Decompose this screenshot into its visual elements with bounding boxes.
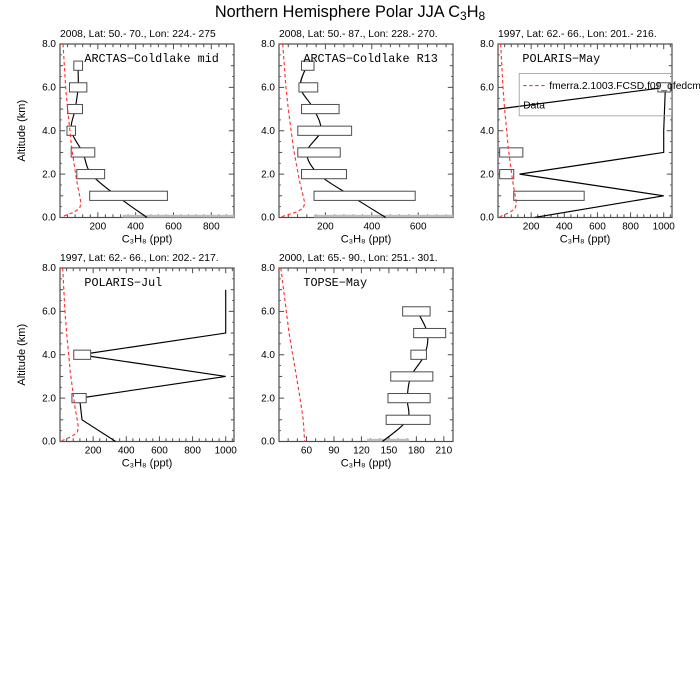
svg-text:0.0: 0.0 [42,436,56,447]
svg-text:8.0: 8.0 [480,39,494,50]
svg-text:2.0: 2.0 [261,393,275,404]
svg-text:90: 90 [328,445,340,456]
svg-text:600: 600 [165,222,182,233]
svg-text:1000: 1000 [652,222,675,233]
svg-text:0.0: 0.0 [480,213,494,224]
svg-text:200: 200 [523,222,540,233]
svg-text:400: 400 [363,222,380,233]
svg-text:TOPSE−May: TOPSE−May [303,276,367,290]
svg-text:6.0: 6.0 [261,306,275,317]
svg-text:4.0: 4.0 [480,126,494,137]
svg-text:8.0: 8.0 [42,263,56,274]
svg-text:2000, Lat: 65.- 90., Lon: 251.: 2000, Lat: 65.- 90., Lon: 251.- 301. [279,253,438,264]
svg-text:150: 150 [380,445,397,456]
svg-text:8.0: 8.0 [42,39,56,50]
svg-text:2008, Lat: 50.- 70., Lon: 224.: 2008, Lat: 50.- 70., Lon: 224.- 275 [60,29,216,40]
svg-text:0.0: 0.0 [261,436,275,447]
svg-text:4.0: 4.0 [261,126,275,137]
svg-text:1997, Lat: 62.- 66., Lon: 202.: 1997, Lat: 62.- 66., Lon: 202.- 217. [60,253,219,264]
svg-text:60: 60 [301,445,313,456]
svg-text:POLARIS−Jul: POLARIS−Jul [84,276,162,290]
svg-text:6.0: 6.0 [261,83,275,94]
svg-text:1997, Lat: 62.- 66., Lon: 201.: 1997, Lat: 62.- 66., Lon: 201.- 216. [498,29,657,40]
svg-text:Altitude (km): Altitude (km) [16,323,28,385]
svg-text:Altitude (km): Altitude (km) [16,100,28,162]
svg-text:4.0: 4.0 [261,349,275,360]
svg-text:4.0: 4.0 [42,349,56,360]
svg-text:4.0: 4.0 [42,126,56,137]
svg-text:Data: Data [523,101,545,112]
svg-text:C₃H₈ (ppt): C₃H₈ (ppt) [559,234,610,246]
svg-text:200: 200 [84,445,101,456]
svg-text:200: 200 [317,222,334,233]
svg-text:POLARIS−May: POLARIS−May [522,52,600,66]
svg-text:2.0: 2.0 [42,169,56,180]
svg-text:0.0: 0.0 [42,213,56,224]
svg-text:0.0: 0.0 [261,213,275,224]
svg-text:600: 600 [151,445,168,456]
svg-text:fmerra.2.1003.FCSD.f09_qfedcmi: fmerra.2.1003.FCSD.f09_qfedcmip. [549,81,700,92]
svg-text:120: 120 [353,445,370,456]
svg-text:200: 200 [89,222,106,233]
svg-text:2.0: 2.0 [480,169,494,180]
svg-text:2008, Lat: 50.- 87., Lon: 228.: 2008, Lat: 50.- 87., Lon: 228.- 270. [279,29,438,40]
svg-text:400: 400 [117,445,134,456]
svg-text:800: 800 [184,445,201,456]
svg-text:600: 600 [410,222,427,233]
svg-text:ARCTAS−Coldlake R13: ARCTAS−Coldlake R13 [303,52,438,66]
svg-text:6.0: 6.0 [42,83,56,94]
svg-text:C₃H₈ (ppt): C₃H₈ (ppt) [121,457,172,469]
svg-text:210: 210 [435,445,452,456]
svg-text:2.0: 2.0 [42,393,56,404]
svg-text:C₃H₈ (ppt): C₃H₈ (ppt) [341,457,392,469]
svg-text:8.0: 8.0 [261,39,275,50]
svg-text:600: 600 [589,222,606,233]
svg-text:ARCTAS−Coldlake mid: ARCTAS−Coldlake mid [84,52,219,66]
svg-text:800: 800 [622,222,639,233]
svg-text:180: 180 [408,445,425,456]
svg-text:800: 800 [203,222,220,233]
svg-text:6.0: 6.0 [42,306,56,317]
svg-text:2.0: 2.0 [261,169,275,180]
svg-text:400: 400 [556,222,573,233]
svg-text:8.0: 8.0 [261,263,275,274]
svg-text:6.0: 6.0 [480,83,494,94]
svg-text:400: 400 [127,222,144,233]
